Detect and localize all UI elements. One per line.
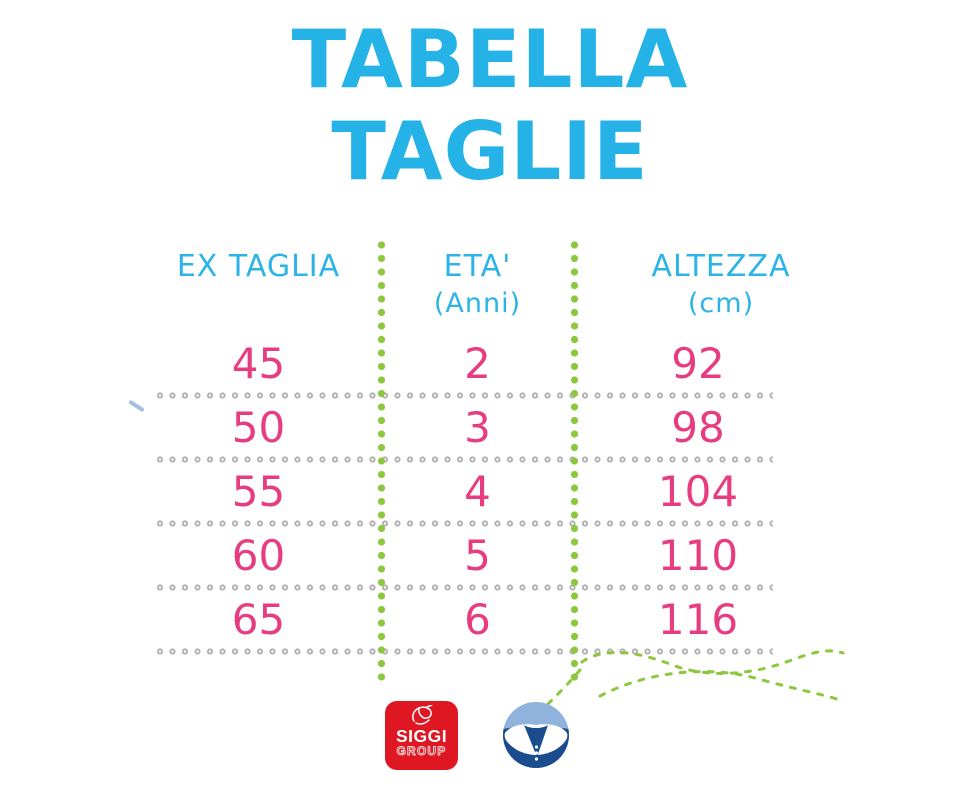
cell-altezza-cm: 92 (671, 339, 725, 388)
table-row: 55 4 104 (150, 463, 856, 520)
cell-ex-taglia: 50 (231, 403, 286, 452)
column-header-label: ETA' (443, 249, 512, 284)
table-row: 60 5 110 (150, 527, 856, 584)
cell-eta-anni: 2 (464, 339, 491, 388)
cell-ex-taglia: 55 (231, 467, 286, 516)
smock-collar-icon (503, 702, 569, 768)
page-title-line1: TABELLA (291, 13, 689, 106)
cell-eta-anni: 5 (464, 531, 491, 580)
siggi-logo-name: SIGGI (395, 726, 448, 746)
column-header-sublabel: (cm) (687, 288, 755, 319)
cell-altezza-cm: 116 (657, 595, 739, 644)
cell-eta-anni: 3 (464, 403, 491, 452)
cell-eta-anni: 4 (464, 467, 491, 516)
cell-ex-taglia: 60 (231, 531, 286, 580)
page-title-line2: TAGLIE (331, 105, 649, 198)
row-separator-line (156, 584, 773, 591)
table-row: 65 6 116 (150, 591, 856, 648)
row-separator-line (156, 392, 773, 399)
column-divider-line (570, 240, 579, 684)
cell-altezza-cm: 104 (657, 467, 739, 516)
siggi-logo-group-text: GROUP (396, 744, 447, 758)
size-table: EX TAGLIA ETA' (Anni) ALTEZZA (cm) 45 2 … (150, 235, 856, 690)
row-separator-line (156, 520, 773, 527)
column-header-label: EX TAGLIA (176, 249, 341, 284)
row-separator-line (156, 648, 773, 655)
cell-altezza-cm: 98 (671, 403, 725, 452)
smock-collar-logo (503, 702, 569, 768)
table-row: 45 2 92 (150, 335, 856, 392)
column-divider-line (377, 240, 386, 684)
page-title: TABELLA TAGLIE (0, 14, 980, 198)
table-row: 50 3 98 (150, 399, 856, 456)
column-header-label: ALTEZZA (651, 249, 791, 284)
column-header-eta: ETA' (Anni) (381, 235, 574, 335)
scan-artifact-mark (128, 399, 145, 413)
column-header-ex-taglia: EX TAGLIA (150, 235, 381, 335)
column-header-altezza: ALTEZZA (cm) (574, 235, 856, 335)
cell-ex-taglia: 65 (231, 595, 286, 644)
table-header-row: EX TAGLIA ETA' (Anni) ALTEZZA (cm) (150, 235, 856, 335)
green-scribble-decoration (546, 649, 845, 706)
row-separator-line (156, 456, 773, 463)
column-header-sublabel: (Anni) (433, 288, 522, 319)
garment-sketch-icon (411, 705, 433, 725)
cell-altezza-cm: 110 (657, 531, 739, 580)
cell-eta-anni: 6 (464, 595, 491, 644)
siggi-group-logo: SIGGI GROUP (385, 701, 458, 770)
cell-ex-taglia: 45 (231, 339, 286, 388)
